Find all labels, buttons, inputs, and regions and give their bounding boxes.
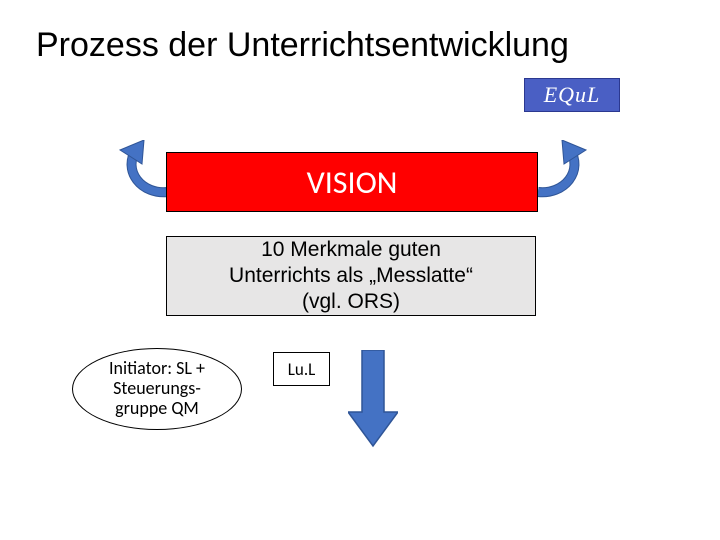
vision-box: VISION: [166, 152, 538, 212]
lul-text: Lu.L: [288, 359, 316, 380]
equl-logo: EQuL: [524, 78, 620, 112]
messlatte-line1: 10 Merkmale guten: [261, 237, 441, 263]
messlatte-line3: (vgl. ORS): [302, 289, 400, 315]
vision-text: VISION: [307, 163, 398, 202]
messlatte-line2: Unterrichts als „Messlatte“: [229, 263, 473, 289]
page-title: Prozess der Unterrichtsentwicklung: [36, 26, 569, 65]
initiator-ellipse: Initiator: SL + Steuerungs- gruppe QM: [72, 348, 242, 430]
lul-box: Lu.L: [273, 352, 330, 386]
equl-logo-text: EQuL: [544, 82, 601, 108]
messlatte-box: 10 Merkmale guten Unterrichts als „Messl…: [166, 236, 536, 316]
initiator-line2: Steuerungs-: [109, 379, 205, 399]
down-arrow-icon: [348, 350, 398, 450]
initiator-line3: gruppe QM: [109, 399, 205, 419]
